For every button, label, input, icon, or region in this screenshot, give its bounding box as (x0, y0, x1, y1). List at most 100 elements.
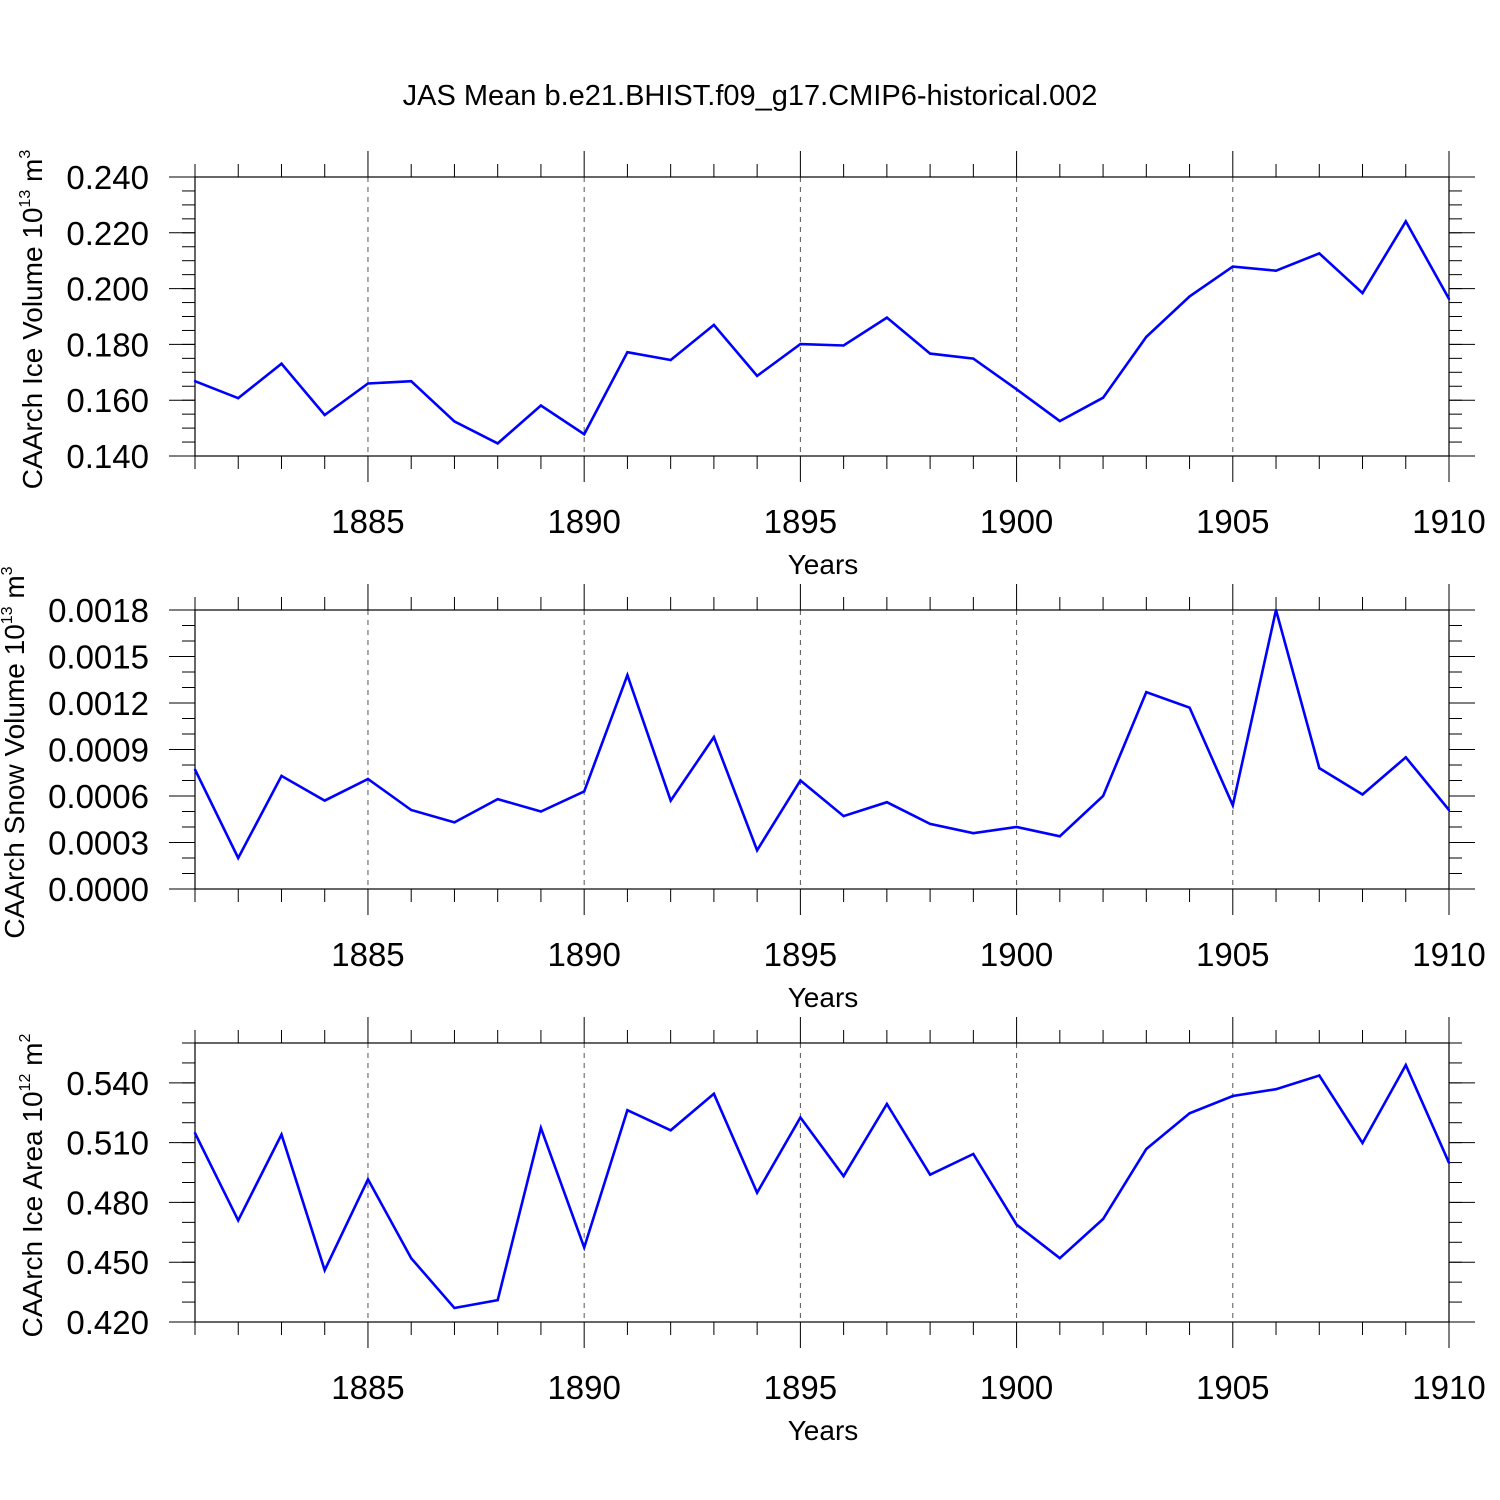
x-tick-label: 1890 (547, 503, 620, 540)
series-line (193, 609, 1451, 861)
y-tick-label: 0.220 (66, 215, 149, 252)
y-tick-label: 0.0018 (48, 592, 149, 629)
data-point (712, 323, 716, 327)
y-tick-label: 0.0015 (48, 639, 149, 676)
data-point (799, 779, 802, 782)
data-point (1447, 808, 1451, 812)
x-tick-label: 1910 (1412, 936, 1485, 973)
series-line (193, 1062, 1451, 1310)
x-tick-label: 1885 (331, 936, 404, 973)
x-axis-title: Years (788, 549, 859, 580)
panel-3: 0.420 0.450 0.480 0.510 0.540 1885 1890 1895 190… (17, 1017, 1486, 1446)
data-point (972, 1152, 975, 1156)
data-point (1404, 756, 1407, 759)
data-point (237, 1219, 240, 1222)
y-tick-label: 0.240 (66, 159, 149, 196)
data-point (842, 814, 845, 818)
data-point (712, 735, 716, 739)
data-point (1318, 252, 1321, 255)
data-point (1101, 794, 1105, 798)
data-point (323, 413, 326, 417)
data-point (842, 1174, 845, 1178)
x-tick-label: 1900 (980, 503, 1053, 540)
data-point (928, 1173, 932, 1176)
x-tick-label: 1895 (764, 1369, 837, 1406)
panel-1: 0.140 0.160 0.180 0.200 0.220 0.240 1885 1890 18… (17, 150, 1486, 580)
data-point (1058, 835, 1062, 838)
data-point (928, 822, 932, 826)
data-point (1274, 269, 1278, 272)
y-tick-label: 0.420 (66, 1304, 149, 1341)
plot-frame (194, 609, 1450, 890)
y-tick-label: 0.480 (66, 1184, 149, 1221)
x-tick-label: 1885 (331, 503, 404, 540)
data-point (237, 856, 240, 860)
data-point (1145, 690, 1148, 694)
x-tick-label: 1900 (980, 936, 1053, 973)
y-tick-label: 0.510 (66, 1125, 149, 1162)
y-tick-label: 0.540 (66, 1065, 149, 1102)
y-tick-label: 0.0012 (48, 685, 149, 722)
data-point (582, 1246, 586, 1249)
data-point (1231, 804, 1234, 807)
y-tick-label: 0.200 (66, 271, 149, 308)
plot-frame (194, 1042, 1450, 1323)
data-point (496, 1298, 499, 1302)
data-point (539, 1126, 543, 1130)
data-point (496, 797, 499, 801)
data-point (626, 1108, 629, 1112)
data-point (1231, 265, 1234, 268)
data-point (410, 1257, 413, 1260)
data-point (1361, 793, 1364, 796)
data-point (410, 808, 413, 812)
x-tick-label: 1890 (547, 936, 620, 973)
y-tick-label: 0.140 (66, 438, 149, 475)
y-tick-label: 0.0006 (48, 778, 149, 815)
data-point (755, 849, 759, 852)
data-point (496, 442, 499, 445)
data-point (1015, 1223, 1018, 1226)
data-point (885, 1102, 889, 1106)
data-point (1145, 335, 1148, 339)
y-tick-label: 0.180 (66, 326, 149, 363)
data-point (669, 1129, 672, 1132)
data-point (539, 404, 543, 407)
data-point (1058, 1257, 1062, 1260)
panel-2: 0.0000 0.0003 0.0006 0.0009 0.0012 0.0015 0.00… (0, 566, 1486, 1013)
data-point (626, 351, 629, 354)
x-tick-label: 1905 (1196, 936, 1269, 973)
data-point (799, 1116, 802, 1119)
data-point (582, 790, 586, 793)
y-tick-label: 0.0009 (48, 732, 149, 769)
data-point (799, 342, 802, 346)
data-point (280, 774, 283, 778)
x-tick-label: 1890 (547, 1369, 620, 1406)
data-point (453, 420, 456, 423)
panels: 0.140 0.160 0.180 0.200 0.220 0.240 1885 1890 18… (0, 150, 1486, 1446)
data-point (237, 397, 240, 400)
data-point (842, 344, 845, 347)
data-point (280, 362, 283, 365)
y-axis-title: CAArch Ice Volume 1013 m3 (17, 150, 48, 490)
x-tick-label: 1905 (1196, 1369, 1269, 1406)
data-point (972, 832, 975, 835)
data-point (1361, 1141, 1364, 1145)
data-point (366, 1178, 370, 1181)
x-axis-title: Years (788, 982, 859, 1013)
data-point (193, 1131, 197, 1135)
data-point (1058, 419, 1062, 423)
y-tick-label: 0.0000 (48, 871, 149, 908)
data-point (582, 433, 586, 436)
data-point (323, 1268, 326, 1272)
data-point (1318, 766, 1321, 770)
data-point (1447, 297, 1451, 301)
data-point (755, 374, 759, 378)
data-point (885, 316, 889, 319)
data-point (410, 380, 413, 383)
data-point (1404, 220, 1407, 223)
x-tick-label: 1885 (331, 1369, 404, 1406)
data-point (1274, 1088, 1278, 1091)
data-point (1404, 1063, 1407, 1067)
data-point (323, 799, 326, 802)
